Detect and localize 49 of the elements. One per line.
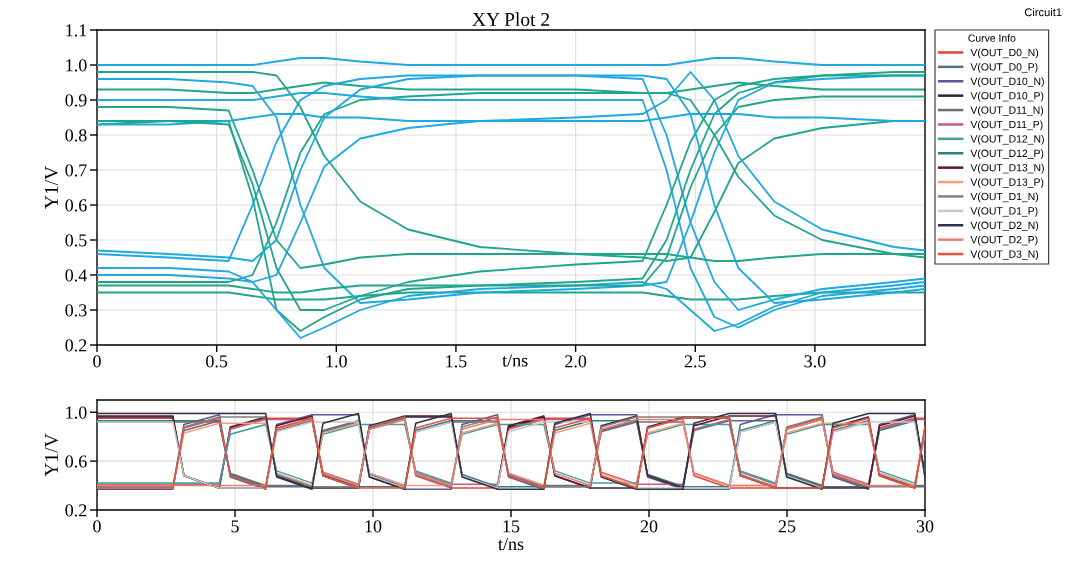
x-tick-label: 0	[93, 355, 101, 368]
legend-label: V(OUT_D2_P)	[970, 235, 1038, 246]
x-axis-title: t/ns	[502, 354, 528, 367]
legend-label: V(OUT_D12_N)	[970, 134, 1044, 145]
x-tick-label: 0.5	[206, 355, 228, 368]
legend-label: V(OUT_D2_N)	[970, 221, 1039, 232]
x-tick-label: 15	[503, 520, 520, 533]
x-tick-label: 20	[640, 520, 658, 533]
legend-label: V(OUT_D3_N)	[970, 250, 1039, 260]
y-tick-label: 0.3	[65, 304, 87, 317]
legend-label: V(OUT_D1_P)	[970, 206, 1038, 217]
y-tick-label: 1.0	[66, 59, 87, 72]
legend-label: V(OUT_D13_N)	[970, 163, 1044, 174]
x-tick-label: 0	[93, 520, 101, 533]
legend-label: V(OUT_D12_P)	[970, 149, 1044, 160]
legend-label: V(OUT_D11_N)	[970, 106, 1044, 116]
legend-label: V(OUT_D13_P)	[970, 178, 1044, 188]
y-tick-label: 0.6	[65, 455, 87, 468]
x-tick-label: 2.5	[684, 355, 706, 368]
y-tick-label: 0.5	[65, 234, 87, 247]
y-tick-label: 0.2	[65, 339, 87, 352]
y-tick-label: 1.0	[66, 406, 87, 419]
legend-label: V(OUT_D0_P)	[970, 62, 1038, 73]
y-tick-label: 0.9	[65, 94, 87, 107]
legend-label: V(OUT_D10_P)	[970, 91, 1044, 102]
y-tick-label: 0.2	[65, 504, 87, 517]
x-axis-title: t/ns	[498, 538, 524, 551]
legend-label: V(OUT_D11_P)	[970, 120, 1043, 131]
x-tick-label: 30	[916, 520, 934, 533]
legend-label: V(OUT_D1_N)	[970, 192, 1039, 203]
x-tick-label: 25	[778, 520, 796, 533]
y-tick-label: 0.8	[65, 129, 87, 142]
y-tick-label: 0.6	[65, 199, 87, 212]
text: Circuit1	[1024, 8, 1062, 17]
y-tick-label: 0.7	[65, 164, 87, 177]
legend-label: V(OUT_D0_N)	[970, 48, 1039, 59]
y-axis-title: Y1/V	[44, 166, 59, 209]
y-axis-title: Y1/V	[44, 433, 59, 477]
x-tick-label: 5	[231, 520, 239, 533]
x-tick-label: 1.0	[326, 355, 347, 368]
y-tick-label: 0.4	[65, 269, 87, 282]
x-tick-label: 3.0	[804, 355, 826, 368]
x-tick-label: 2.0	[565, 355, 587, 368]
y-tick-label: 1.1	[66, 24, 87, 37]
legend-label: V(OUT_D10_N)	[970, 77, 1044, 88]
x-tick-label: 1.5	[446, 355, 467, 368]
x-tick-label: 10	[365, 520, 382, 533]
chart-title: XY Plot 2	[472, 12, 549, 27]
legend-title: Curve Info	[968, 34, 1016, 42]
